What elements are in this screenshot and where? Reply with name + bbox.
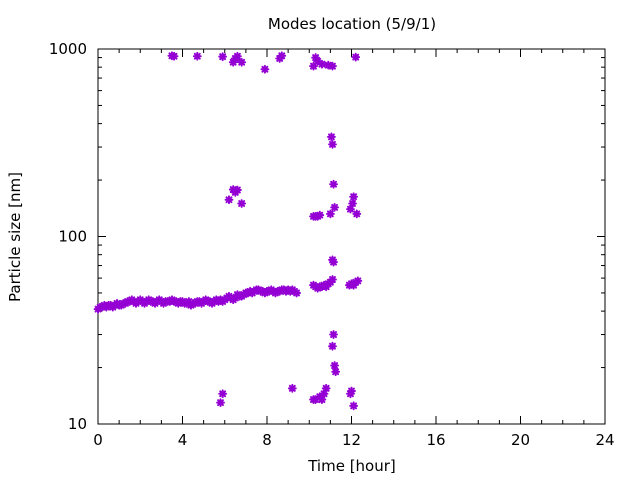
data-point (233, 51, 242, 61)
data-point (329, 179, 338, 189)
x-tick-label: 0 (93, 431, 103, 449)
data-point (325, 209, 335, 219)
data-point (311, 53, 320, 62)
data-point (328, 139, 337, 149)
data-point (230, 293, 240, 303)
data-point (233, 185, 242, 195)
x-tick-label: 24 (595, 431, 614, 449)
data-point (169, 51, 179, 61)
data-point (331, 367, 341, 377)
y-axis-label: Particle size [nm] (6, 172, 24, 302)
data-point (313, 56, 323, 66)
data-point (348, 199, 357, 208)
data-point (260, 64, 270, 74)
data-point (330, 202, 339, 212)
data-point (218, 52, 228, 62)
data-point (292, 288, 301, 298)
data-point (346, 389, 355, 399)
x-tick-label: 4 (178, 431, 188, 449)
data-point (329, 257, 338, 267)
x-axis-label: Time [hour] (307, 457, 396, 475)
y-tick-label: 100 (58, 228, 87, 246)
data-point (218, 389, 228, 399)
data-point (317, 395, 327, 404)
data-point (184, 297, 194, 306)
data-point (328, 275, 337, 284)
x-tick-label: 8 (262, 431, 272, 449)
x-tick-label: 20 (511, 431, 530, 449)
data-point (315, 210, 325, 220)
data-point (317, 59, 327, 69)
plot-area-border (97, 48, 606, 425)
y-tick-label: 10 (68, 415, 87, 433)
data-point (352, 209, 362, 219)
data-point (237, 57, 247, 67)
data-point (328, 61, 337, 71)
data-point (323, 60, 333, 70)
data-point (319, 389, 329, 399)
data-point (328, 341, 337, 351)
data-point (311, 395, 320, 404)
data-point (237, 199, 247, 208)
data-point (228, 57, 238, 67)
data-point (353, 276, 363, 286)
y-tick-label: 1000 (49, 40, 87, 58)
axis-ticks (97, 48, 606, 425)
data-point (327, 132, 336, 142)
chart-title: Modes location (5/9/1) (268, 15, 436, 33)
data-point (346, 204, 355, 214)
axis-tick-labels: 0 4 8 12 16 20 24 10 100 1000 (49, 40, 615, 449)
data-point (287, 383, 297, 393)
data-point (347, 386, 356, 396)
data-point (330, 361, 339, 370)
data-point (329, 330, 338, 339)
x-tick-label: 12 (342, 431, 361, 449)
data-point (192, 51, 202, 61)
data-point (224, 195, 234, 205)
data-point (277, 51, 287, 61)
data-point (349, 192, 359, 202)
data-point (351, 52, 361, 62)
data-point (216, 398, 225, 408)
data-point (309, 61, 318, 71)
data-point (321, 383, 331, 393)
x-tick-label: 16 (426, 431, 445, 449)
data-points (93, 51, 363, 411)
data-point (349, 401, 359, 411)
